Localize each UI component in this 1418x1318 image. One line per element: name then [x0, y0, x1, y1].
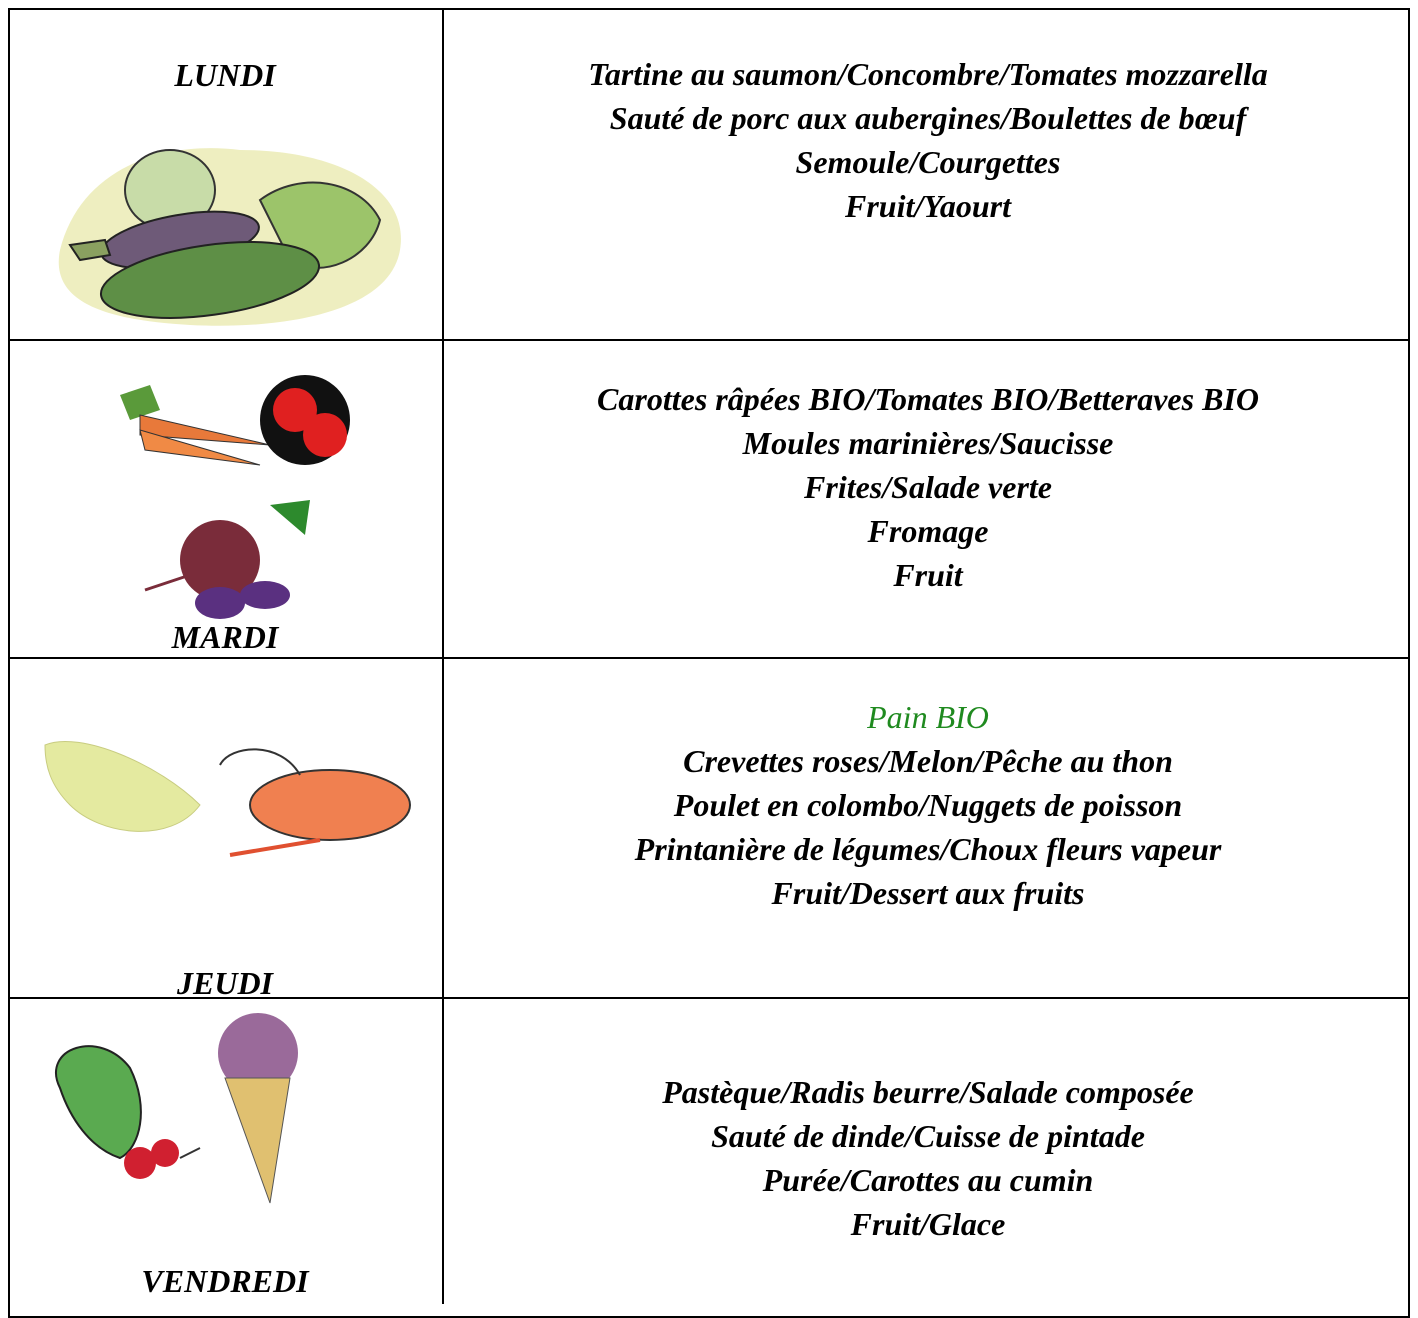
menu-line: Carottes râpées BIO/Tomates BIO/Betterav… [597, 381, 1259, 417]
day-label: LUNDI [174, 57, 276, 93]
menu-line: Poulet en colombo/Nuggets de poisson [673, 787, 1183, 823]
menu-line: Sauté de porc aux aubergines/Boulettes d… [609, 100, 1247, 136]
menu-line: Fruit/Yaourt [844, 188, 1011, 224]
radish-icecream-illustration [55, 1013, 298, 1204]
menu-line: Crevettes roses/Melon/Pêche au thon [683, 743, 1173, 779]
row-divider [8, 657, 1410, 659]
day-label: MARDI [171, 619, 279, 655]
menu-line: Tartine au saumon/Concombre/Tomates mozz… [588, 56, 1268, 92]
menu-line: Moules marinières/Saucisse [742, 425, 1114, 461]
menu-line: Printanière de légumes/Choux fleurs vape… [634, 831, 1222, 867]
menu-block: Pain BIO Crevettes roses/Melon/Pêche au t… [446, 695, 1410, 915]
menu-line: Fruit/Dessert aux fruits [771, 875, 1085, 911]
carrots-tomato-beet-illustration [120, 375, 350, 619]
day-label: VENDREDI [141, 1263, 309, 1299]
melon-shrimp-illustration [44, 741, 411, 857]
menu-line: Frites/Salade verte [804, 469, 1052, 505]
menu-line: Semoule/Courgettes [795, 144, 1061, 180]
menu-line: Fromage [867, 513, 989, 549]
menu-line: Pain BIO [867, 699, 989, 735]
day-label: JEUDI [176, 965, 273, 1001]
menu-line: Fruit/Glace [850, 1206, 1006, 1242]
menu-line: Purée/Carottes au cumin [762, 1162, 1094, 1198]
menu-block: Carottes râpées BIO/Tomates BIO/Betterav… [446, 377, 1410, 597]
column-divider [442, 8, 444, 1304]
menu-line: Sauté de dinde/Cuisse de pintade [711, 1118, 1145, 1154]
vegetables-illustration [58, 148, 401, 326]
menu-block: Pastèque/Radis beurre/Salade composée Sau… [446, 1070, 1410, 1246]
row-divider [8, 339, 1410, 341]
menu-line: Pastèque/Radis beurre/Salade composée [662, 1074, 1194, 1110]
menu-block: Tartine au saumon/Concombre/Tomates mozz… [446, 52, 1410, 228]
row-divider [8, 997, 1410, 999]
menu-line: Fruit [893, 557, 963, 593]
